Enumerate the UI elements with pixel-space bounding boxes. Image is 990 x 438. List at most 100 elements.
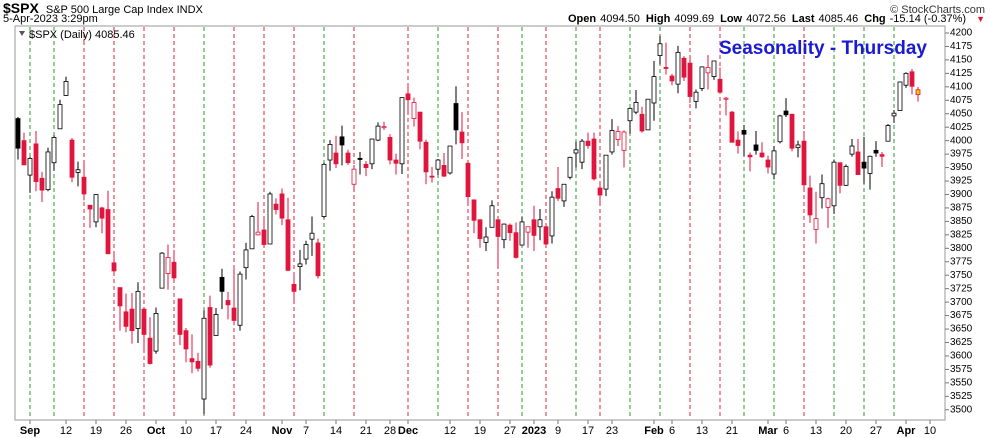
x-tick-label: Oct [147,425,166,437]
exchange: INDX [176,4,203,16]
candle-body [471,199,477,221]
candle-body [693,91,699,102]
x-tick-label: 12 [60,425,72,437]
y-tick-label: 4125 [950,68,973,79]
candle-body [495,219,501,237]
candle-body [375,125,381,141]
y-tick-label: 3750 [950,270,973,281]
quote: Open 4094.50 High 4099.69 Low 4072.56 Last 4085… [568,13,985,25]
candle-body [531,219,537,236]
candle-body [441,165,447,177]
candle-body [555,188,561,199]
candle-body [525,226,531,233]
candle-body [639,113,645,132]
x-tick-label: 19 [474,425,486,437]
x-tick-label: 24 [240,425,252,437]
candle-body [645,98,651,131]
candles [15,35,921,415]
candle-body [369,138,375,165]
candle-body [273,203,279,210]
candle-body [81,176,87,195]
y-tick-label: 3625 [950,337,973,348]
y-tick-label: 3725 [950,283,973,294]
candle-body [465,162,471,198]
candle-body [579,140,585,163]
symbol-block: $SPX S&P 500 Large Cap Index INDX [3,0,203,16]
candle-body [69,139,75,178]
x-tick-label: 28 [384,425,396,437]
y-tick-label: 4050 [950,108,973,119]
y-tick-label: 3800 [950,243,973,254]
candle-body [405,93,411,101]
candle-body [39,177,45,191]
candle-body [303,244,309,260]
candle-body [15,118,21,149]
candle-body [153,313,159,352]
candle-body [543,226,549,245]
legend-icon [19,31,25,36]
candle-body [789,113,795,149]
change-arrow: ▼ [976,14,985,24]
candle-body [843,166,849,186]
candle-body [573,149,579,154]
y-tick-label: 3900 [950,189,973,200]
x-tick-label: 13 [696,425,708,437]
candle-body [255,231,261,236]
candle-body [99,207,105,219]
x-tick-label: 27 [870,425,882,437]
candle-body [183,330,189,350]
y-tick-label: 4200 [950,28,973,39]
candle-body [357,158,363,160]
candle-body [861,161,867,169]
y-tick-label: 3700 [950,297,973,308]
x-tick-label: 17 [582,425,594,437]
candle-body [477,219,483,240]
candle-body [705,67,711,74]
candle-body [759,152,765,158]
copyright[interactable]: © StockCharts.com [890,4,985,16]
candle-body [243,249,249,269]
candle-body [447,145,453,174]
candle-body [891,112,897,117]
candle-body [399,97,405,165]
candle-body [27,158,33,176]
candle-body [849,145,855,155]
candle-body [663,67,669,69]
candle-body [855,151,861,175]
y-tick-label: 3675 [950,310,973,321]
candle-body [807,187,813,216]
candle-body [213,314,219,336]
header-row: $SPX S&P 500 Large Cap Index INDX © Stoc… [3,0,985,16]
candle-body [909,71,915,87]
candle-body [21,140,27,166]
candle-body [171,261,177,279]
x-tick-label: 2023 [522,425,546,437]
legend: $SPX (Daily) 4085.46 [29,29,135,41]
candle-body [585,140,591,146]
x-tick-label: Sep [20,425,40,437]
x-tick-label: 6 [783,425,789,437]
quote-label: Low [720,13,743,25]
candle-body [771,150,777,175]
quote-value: 4099.69 [674,13,715,25]
x-tick-label: 14 [330,425,342,437]
candle-body [327,144,333,161]
y-tick-label: 3650 [950,324,973,335]
candle-body [537,219,543,228]
candle-body [885,125,891,142]
y-tick-label: 3925 [950,176,973,187]
candle-body [669,75,675,82]
candle-body [141,308,147,335]
candle-body [57,104,63,130]
y-tick-label: 3775 [950,256,973,267]
candle-body [609,130,615,153]
candle-body [237,273,243,326]
candle-body [87,204,93,210]
x-tick-label: Mar [758,425,778,437]
candle-body [291,283,297,292]
candle-body [837,162,843,186]
candle-body [297,263,303,267]
candle-body [195,360,201,369]
y-tick-label: 3575 [950,364,973,375]
